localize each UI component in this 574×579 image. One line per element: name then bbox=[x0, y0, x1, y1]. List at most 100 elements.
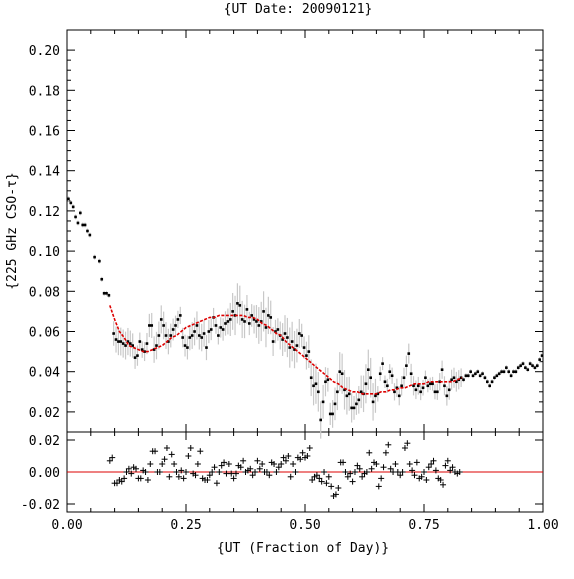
residual-point bbox=[280, 454, 287, 461]
data-point bbox=[340, 372, 344, 376]
data-point bbox=[245, 308, 249, 311]
data-point bbox=[524, 366, 527, 369]
data-point bbox=[186, 346, 189, 349]
data-point bbox=[395, 386, 399, 390]
residual-point bbox=[166, 473, 173, 480]
residual-y-tick-label: -0.02 bbox=[21, 498, 60, 513]
data-point bbox=[152, 348, 156, 351]
residual-point bbox=[397, 472, 404, 479]
data-point bbox=[140, 348, 144, 351]
data-point bbox=[412, 384, 415, 388]
data-point bbox=[131, 344, 134, 347]
data-point bbox=[183, 344, 187, 347]
data-point bbox=[100, 277, 104, 281]
residual-point bbox=[271, 461, 278, 467]
data-point bbox=[481, 372, 484, 376]
data-point bbox=[133, 356, 137, 359]
residual-point bbox=[171, 461, 178, 467]
data-point bbox=[257, 324, 261, 327]
residual-point bbox=[163, 445, 170, 451]
residual-point bbox=[392, 461, 399, 467]
data-point bbox=[409, 372, 413, 376]
data-point bbox=[343, 388, 346, 392]
data-point bbox=[397, 394, 401, 398]
data-point bbox=[357, 398, 361, 402]
data-point bbox=[350, 406, 353, 410]
data-point bbox=[474, 372, 477, 376]
residual-point bbox=[309, 477, 316, 483]
residual-point bbox=[413, 459, 420, 466]
data-point bbox=[507, 370, 511, 373]
data-point bbox=[105, 292, 108, 295]
data-point bbox=[312, 384, 315, 388]
data-point bbox=[369, 376, 372, 380]
data-point bbox=[383, 380, 387, 384]
y-tick-label: 0.18 bbox=[29, 84, 60, 99]
residual-point bbox=[354, 462, 361, 469]
residual-point bbox=[213, 480, 220, 487]
data-point bbox=[214, 324, 218, 327]
residual-point bbox=[259, 461, 266, 467]
data-point bbox=[424, 376, 427, 380]
residual-point bbox=[173, 469, 180, 475]
residual-point bbox=[440, 481, 447, 488]
data-point bbox=[486, 380, 489, 384]
data-point bbox=[221, 328, 225, 331]
residual-point bbox=[442, 462, 449, 469]
residual-y-tick-label: 0.00 bbox=[29, 466, 60, 481]
data-point bbox=[421, 386, 425, 390]
data-point bbox=[209, 328, 213, 331]
residual-point bbox=[159, 461, 166, 467]
data-point bbox=[226, 320, 230, 323]
y-tick-label: 0.20 bbox=[29, 44, 60, 59]
data-point bbox=[305, 354, 308, 357]
residual-point bbox=[306, 445, 313, 451]
data-point bbox=[345, 394, 349, 398]
residual-point bbox=[292, 469, 299, 475]
residual-point bbox=[368, 465, 375, 472]
data-point bbox=[447, 388, 451, 392]
data-point bbox=[167, 340, 170, 343]
residual-point bbox=[321, 469, 328, 475]
data-point bbox=[290, 340, 294, 343]
residual-point bbox=[332, 491, 339, 498]
residual-point bbox=[366, 449, 373, 456]
data-point bbox=[297, 332, 301, 335]
data-point bbox=[286, 336, 289, 339]
data-point bbox=[333, 402, 337, 406]
residual-point bbox=[342, 469, 349, 475]
residual-point bbox=[187, 445, 194, 451]
residual-point bbox=[404, 440, 411, 447]
data-point bbox=[205, 346, 208, 349]
data-point bbox=[79, 211, 82, 215]
data-point bbox=[93, 255, 96, 259]
data-point bbox=[540, 354, 544, 357]
data-points bbox=[67, 197, 544, 422]
data-point bbox=[190, 334, 194, 337]
residual-point bbox=[421, 469, 427, 475]
data-point bbox=[276, 328, 280, 331]
residual-point bbox=[449, 464, 456, 471]
residual-point bbox=[142, 469, 149, 475]
data-point bbox=[502, 370, 506, 373]
data-point bbox=[371, 400, 375, 404]
residual-point bbox=[278, 461, 285, 467]
residual-point bbox=[282, 457, 289, 464]
data-point bbox=[514, 370, 518, 373]
data-point bbox=[347, 392, 351, 396]
residual-point bbox=[325, 473, 332, 480]
residual-point bbox=[318, 478, 325, 485]
residual-point bbox=[275, 464, 282, 471]
residual-point bbox=[156, 469, 163, 475]
data-point bbox=[490, 380, 494, 384]
data-point bbox=[159, 318, 163, 321]
residual-point bbox=[387, 465, 394, 472]
data-point bbox=[469, 370, 472, 373]
residual-point bbox=[237, 464, 244, 471]
residual-point bbox=[430, 457, 437, 464]
residual-point bbox=[335, 485, 342, 491]
data-point bbox=[112, 332, 115, 335]
data-point bbox=[162, 324, 165, 327]
data-point bbox=[76, 221, 80, 225]
residual-point bbox=[152, 448, 159, 455]
